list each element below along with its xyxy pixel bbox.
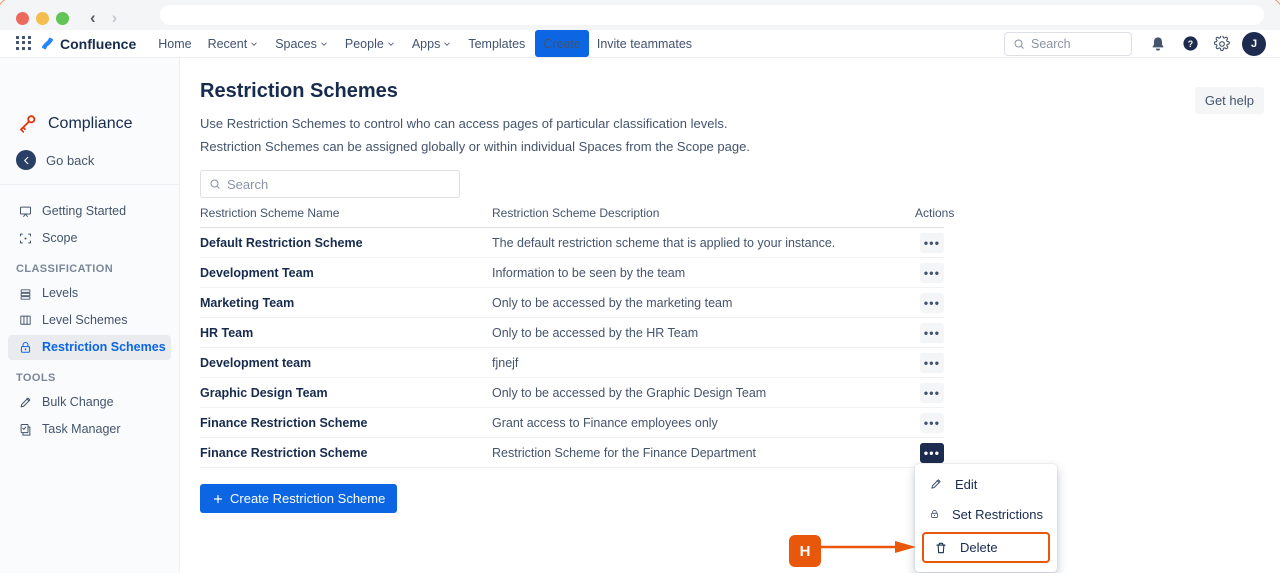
svg-text:?: ? [1187,39,1192,49]
